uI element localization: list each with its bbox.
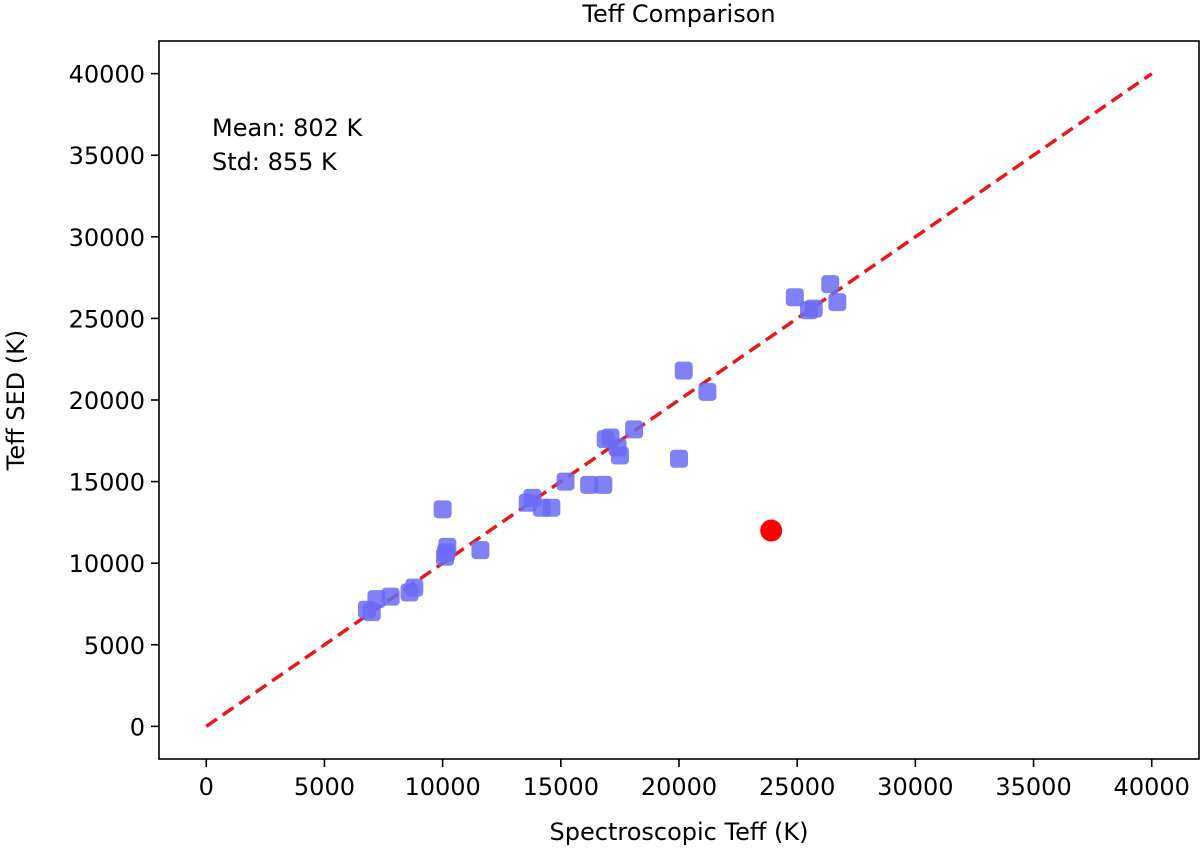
data-point bbox=[670, 449, 688, 468]
annotations: Mean: 802 K Std: 855 K bbox=[212, 114, 364, 176]
y-tick-label: 0 bbox=[130, 713, 145, 741]
data-point bbox=[367, 590, 386, 609]
x-tick-label: 15000 bbox=[523, 773, 599, 801]
data-point bbox=[785, 288, 804, 307]
reference-line-layer bbox=[205, 72, 1153, 728]
y-tick-label: 25000 bbox=[69, 305, 145, 333]
data-point bbox=[471, 541, 490, 560]
x-tick-label: 20000 bbox=[641, 773, 717, 801]
y-tick-label: 5000 bbox=[84, 632, 145, 660]
stats-annotation: Std: 855 K bbox=[212, 148, 338, 176]
data-point bbox=[594, 475, 613, 494]
stats-annotation: Mean: 802 K bbox=[212, 114, 364, 142]
data-point bbox=[674, 361, 693, 380]
data-point bbox=[405, 578, 424, 597]
data-point bbox=[698, 382, 717, 401]
y-tick-label: 15000 bbox=[69, 469, 145, 497]
data-point bbox=[828, 293, 847, 312]
x-tick-label: 30000 bbox=[877, 773, 953, 801]
x-tick-label: 40000 bbox=[1114, 773, 1190, 801]
data-point bbox=[804, 299, 823, 318]
data-point bbox=[556, 472, 575, 491]
x-tick-label: 0 bbox=[199, 773, 214, 801]
y-tick-label: 20000 bbox=[69, 387, 145, 415]
outlier-point bbox=[760, 519, 783, 542]
data-point bbox=[542, 498, 561, 517]
y-axis-ticks: 0 5000 10000 15000 20000 25000 30000 35000 40000 bbox=[69, 61, 159, 741]
x-tick-label: 5000 bbox=[294, 773, 355, 801]
data-point bbox=[625, 420, 644, 439]
data-point bbox=[381, 587, 400, 606]
y-tick-label: 30000 bbox=[69, 224, 145, 252]
x-tick-label: 25000 bbox=[759, 773, 835, 801]
one-to-one-line bbox=[205, 72, 1153, 728]
x-tick-label: 10000 bbox=[404, 773, 480, 801]
data-point bbox=[580, 475, 599, 494]
chart-title: Teff Comparison bbox=[581, 0, 775, 28]
x-axis-label: Spectroscopic Teff (K) bbox=[550, 818, 809, 846]
y-tick-label: 35000 bbox=[69, 142, 145, 170]
data-point bbox=[821, 275, 840, 294]
y-tick-label: 40000 bbox=[69, 61, 145, 89]
data-point bbox=[433, 500, 452, 519]
x-tick-label: 35000 bbox=[995, 773, 1071, 801]
data-point bbox=[610, 446, 629, 465]
x-axis-ticks: 0 5000 10000 15000 20000 25000 30000 35000 40000 bbox=[199, 759, 1190, 801]
points-layer bbox=[358, 275, 847, 622]
y-tick-label: 10000 bbox=[69, 550, 145, 578]
y-axis-label: Teff SED (K) bbox=[2, 330, 30, 471]
data-point bbox=[438, 537, 457, 556]
